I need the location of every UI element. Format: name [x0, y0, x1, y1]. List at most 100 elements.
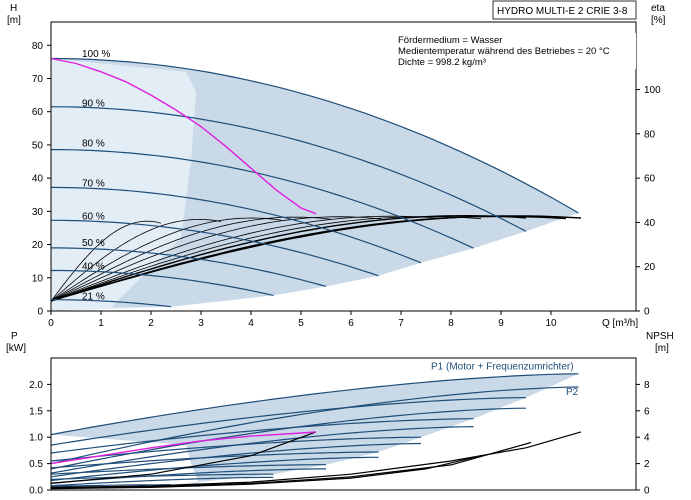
q-tick-label: 10: [545, 318, 557, 329]
h-tick-label: 20: [32, 240, 44, 251]
chart-title: HYDRO MULTI-E 2 CRIE 3-8: [497, 6, 628, 17]
p-tick-label: 1.5: [29, 406, 43, 417]
head-curve-0: [50, 57, 579, 214]
system-curve: [50, 57, 317, 215]
head-plot-frame: [50, 21, 637, 312]
head-curve-1: [50, 106, 527, 232]
p2-curves: [50, 386, 579, 487]
efficiency-curve-2: [50, 214, 527, 302]
h-axis-title: H: [10, 3, 17, 14]
h-axis-ticks: 0 10 20 30 40 50 60 70 80: [32, 41, 51, 318]
head-curve-5: [51, 247, 327, 287]
p1-curve-6: [50, 473, 274, 480]
eta-tick-label: 20: [644, 262, 656, 273]
head-curves: [50, 57, 579, 308]
eta-axis-title: eta: [651, 3, 665, 14]
q-tick-label: 3: [198, 318, 204, 329]
p2-curve-6: [50, 476, 274, 487]
power-plot-frame: [50, 357, 637, 491]
head-curve-4: [51, 219, 379, 277]
p1-curve-0: [50, 373, 579, 436]
npsh-tick-label: 0: [644, 486, 650, 497]
q-tick-label: 7: [398, 318, 404, 329]
system-power-curve: [50, 431, 317, 465]
p-tick-label: 2.0: [29, 380, 43, 391]
p1-curve-2: [50, 418, 474, 454]
p-tick-label: 0.5: [29, 459, 43, 470]
q-tick-label: 8: [448, 318, 454, 329]
eta-tick-label: 80: [644, 129, 656, 140]
q-axis-title: Q [m³/h]: [602, 318, 638, 329]
p-tick-label: 0.0: [29, 486, 43, 497]
p2-curve-4: [50, 456, 379, 482]
npsh-curve-2: [50, 455, 482, 490]
npsh-axis-title: NPSH: [646, 331, 674, 342]
head-curve-3: [50, 186, 422, 264]
q-tick-label: 9: [498, 318, 504, 329]
p1-curve-7: [50, 484, 171, 487]
eta-axis-ticks: 0 20 40 60 80 100: [636, 85, 661, 318]
p2-series-label: P2: [566, 387, 579, 398]
speed-label-3: 70 %: [82, 178, 105, 189]
info-density: Dichte = 998.2 kg/m³: [398, 57, 486, 68]
h-tick-label: 30: [32, 207, 44, 218]
h-tick-label: 50: [32, 140, 44, 151]
npsh-curve-3: [50, 431, 317, 484]
q-axis-ticks: 0 1 2 3 4 5 6 7 8 9 10: [48, 311, 557, 329]
p1-series-label: P1 (Motor + Frequenzumrichter): [431, 362, 574, 373]
npsh-tick-label: 2: [644, 459, 650, 470]
npsh-axis-unit: [m]: [655, 343, 669, 354]
efficiency-curve-7: [50, 217, 282, 302]
eta-tick-label: 100: [644, 85, 661, 96]
eta-axis-unit: [%]: [651, 15, 666, 26]
speed-labels: 100 % 90 % 80 % 70 % 60 % 50 % 40 % 21 %: [82, 49, 110, 302]
p-tick-label: 1.0: [29, 433, 43, 444]
p-axis-ticks: 0.0 0.5 1.0 1.5 2.0: [29, 380, 51, 497]
h-tick-label: 70: [32, 74, 44, 85]
p-axis-title: P: [11, 331, 18, 342]
efficiency-curve-8: [50, 218, 222, 302]
speed-label-5: 50 %: [82, 238, 105, 249]
npsh-curve-1: [50, 441, 532, 489]
npsh-tick-label: 4: [644, 433, 650, 444]
npsh-tick-label: 6: [644, 406, 650, 417]
p-axis-unit: [kW]: [6, 343, 26, 354]
head-curve-2: [51, 149, 474, 249]
h-tick-label: 0: [37, 307, 43, 318]
p2-curve-2: [50, 426, 474, 474]
head-chart: 0 1 2 3 4 5 6 7 8 9 10 0 10 20 30 40 50 60 70 80 0 20 40 60 80…: [7, 0, 666, 329]
p2-curve-1: [50, 407, 527, 470]
eta-tick-label: 0: [644, 307, 650, 318]
q-tick-label: 1: [98, 318, 104, 329]
h-tick-label: 60: [32, 107, 44, 118]
speed-label-7: 21 %: [82, 291, 105, 302]
efficiency-curves: [50, 214, 582, 302]
q-tick-label: 2: [148, 318, 154, 329]
power-range-envelope: [51, 373, 579, 488]
eta-tick-label: 40: [644, 218, 656, 229]
efficiency-curve-4: [50, 215, 442, 302]
p1-curve-1: [50, 397, 527, 446]
npsh-curve-0: [50, 431, 582, 488]
power-chart: 0.0 0.5 1.0 1.5 2.0 0 2 4 6 8 P [kW] NPSH [m] P1…: [6, 331, 674, 497]
head-curve-7: [51, 299, 172, 308]
npsh-axis-ticks: 0 2 4 6 8: [636, 380, 650, 497]
q-tick-label: 5: [298, 318, 304, 329]
speed-label-6: 40 %: [82, 261, 105, 272]
speed-label-1: 90 %: [82, 99, 105, 110]
h-tick-label: 80: [32, 41, 44, 52]
q-tick-label: 6: [348, 318, 354, 329]
h-tick-label: 10: [32, 273, 44, 284]
h-tick-label: 40: [32, 174, 44, 185]
q-tick-label: 4: [248, 318, 254, 329]
speed-label-0: 100 %: [82, 49, 110, 60]
speed-label-4: 60 %: [82, 212, 105, 223]
q-tick-label: 0: [48, 318, 54, 329]
p2-curve-0: [50, 386, 579, 465]
info-temperature: Medientemperatur während des Betriebes =…: [398, 46, 610, 57]
head-curve-6: [51, 269, 274, 296]
efficiency-curve-1: [50, 215, 567, 302]
info-medium: Fördermedium = Wasser: [398, 35, 502, 46]
h-axis-unit: [m]: [7, 15, 21, 26]
